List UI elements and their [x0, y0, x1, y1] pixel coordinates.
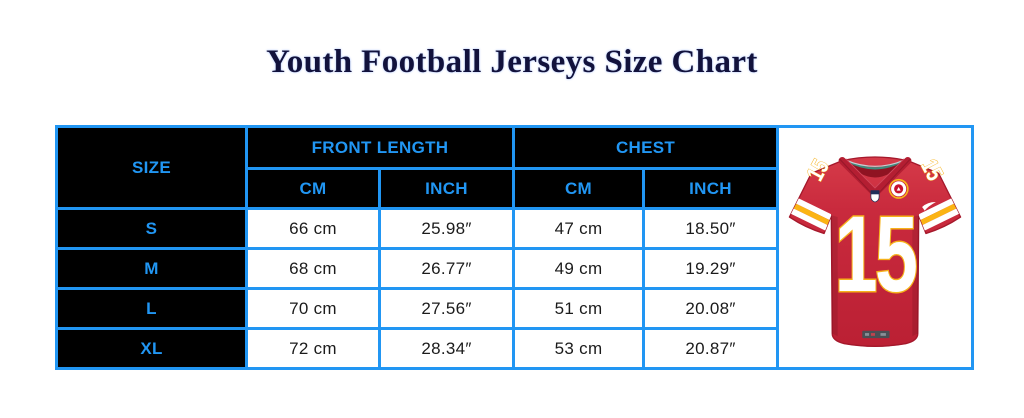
header-size: SIZE: [55, 125, 248, 210]
front-length-cm-value: 70 cm: [245, 287, 381, 330]
size-label: M: [55, 247, 248, 290]
v-collar-inner-edge: [845, 157, 905, 189]
jersey-image-cell: 15 15: [776, 125, 975, 370]
front-length-in-value: 27.56″: [377, 287, 516, 330]
chest-cm-value: 51 cm: [512, 287, 646, 330]
header-chest: CHEST: [512, 125, 780, 170]
left-shade: [831, 214, 838, 336]
header-front-length: FRONT LENGTH: [244, 125, 516, 170]
team-patch-icon: [888, 178, 909, 199]
size-chart-table: SIZE FRONT LENGTH CHEST: [55, 125, 975, 370]
table-row-s: S 66 cm 25.98″ 47 cm 18.50″: [55, 207, 973, 250]
front-length-in-value: 28.34″: [377, 327, 516, 370]
chest-cm-value: 47 cm: [512, 207, 646, 250]
front-length-cm-value: 72 cm: [245, 327, 381, 370]
page-title: Youth Football Jerseys Size Chart: [266, 44, 758, 80]
subheader-chest-cm: CM: [512, 167, 646, 210]
chest-in-value: 19.29″: [642, 247, 780, 290]
subheader-front-cm: CM: [245, 167, 381, 210]
svg-text:15: 15: [835, 193, 917, 314]
size-label: XL: [55, 327, 248, 370]
table-row-m: M 68 cm 26.77″ 49 cm 19.29″: [55, 247, 973, 290]
jersey-chest-number: 15: [833, 191, 920, 314]
subheader-chest-inch: INCH: [642, 167, 780, 210]
right-shade: [912, 214, 919, 336]
size-label: S: [55, 207, 248, 250]
size-label: L: [55, 287, 248, 330]
chest-cm-value: 53 cm: [512, 327, 646, 370]
hem-seam: [843, 342, 907, 347]
jersey-image-wrap: 15 15: [779, 138, 971, 358]
neck-teal-stripe: [848, 160, 902, 169]
swoosh-icon: [922, 201, 936, 211]
jersey-body: [788, 155, 962, 347]
jersey-image: 15 15: [788, 154, 962, 347]
chest-in-value: 20.87″: [642, 327, 780, 370]
front-length-in-value: 25.98″: [377, 207, 516, 250]
chest-cm-value: 49 cm: [512, 247, 646, 290]
front-length-cm-value: 68 cm: [245, 247, 381, 290]
front-length-cm-value: 66 cm: [245, 207, 381, 250]
nfl-shield-icon: [870, 189, 880, 202]
header-row-units: CM INCH CM INCH: [57, 167, 973, 210]
table-row-l: L 70 cm 27.56″ 51 cm 20.08″: [55, 287, 973, 330]
table-row-xl: XL 72 cm 28.34″ 53 cm 20.87″: [55, 327, 973, 370]
subheader-front-inch: INCH: [377, 167, 516, 210]
chest-in-value: 20.08″: [642, 287, 780, 330]
jock-tag: [862, 330, 890, 338]
header-row-groups: SIZE FRONT LENGTH CHEST: [55, 125, 975, 370]
neck-rib-line: [845, 159, 905, 167]
front-length-in-value: 26.77″: [377, 247, 516, 290]
chest-in-value: 18.50″: [642, 207, 780, 250]
